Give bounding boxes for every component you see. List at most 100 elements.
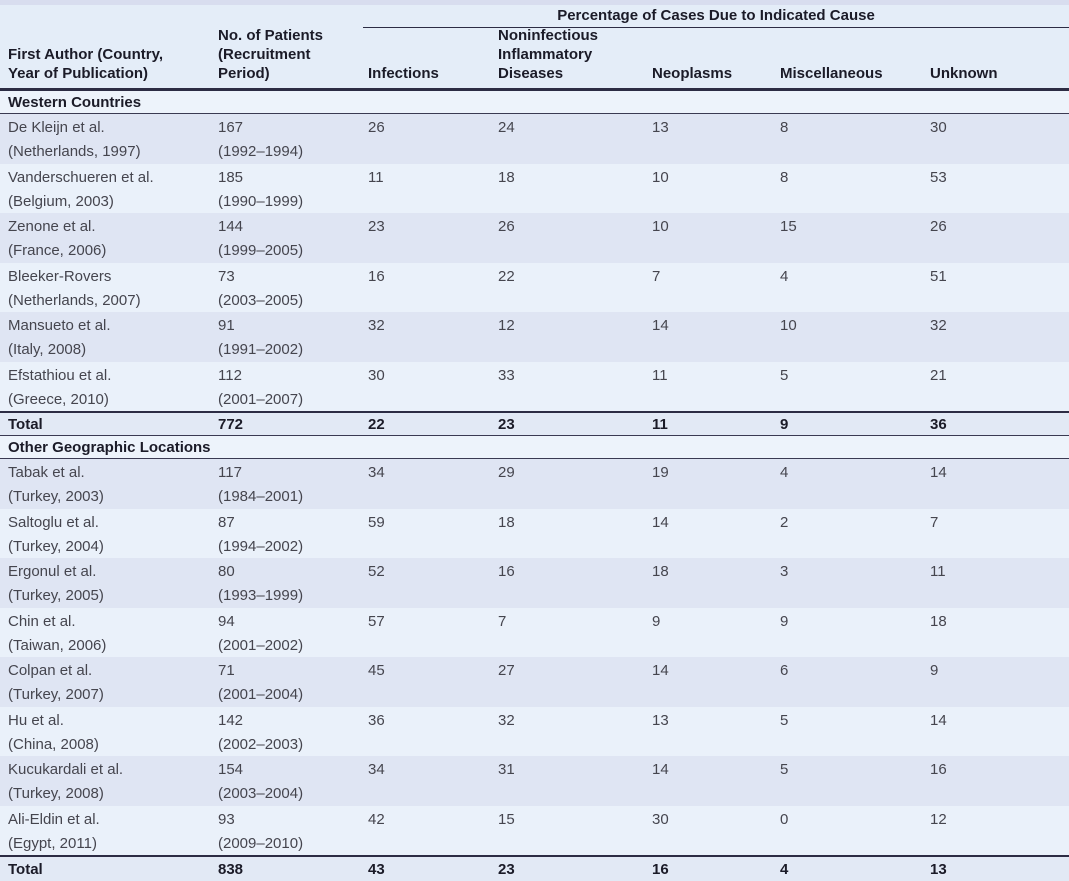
patients-cell: 94 (2001–2002) bbox=[218, 608, 368, 658]
miscellaneous-cell: 9 bbox=[780, 612, 789, 630]
unknown-cell: 18 bbox=[930, 612, 947, 630]
study-row: Vanderschueren et al. (Belgium, 2003) 185 (… bbox=[0, 163, 1069, 214]
neoplasms-cell: 14 bbox=[652, 317, 669, 334]
miscellaneous-cell: 15 bbox=[780, 218, 797, 235]
neoplasms-cell: 16 bbox=[652, 860, 669, 878]
infections-cell: 59 bbox=[368, 513, 385, 531]
spanning-column-header: Percentage of Cases Due to Indicated Cau… bbox=[363, 7, 1069, 28]
noninfectious-cell: 26 bbox=[498, 218, 515, 235]
patients-count: 91 bbox=[218, 317, 235, 334]
col-header-noninfectious: Noninfectious Inflammatory Diseases bbox=[498, 27, 598, 82]
patients-cell: 71 (2001–2004) bbox=[218, 657, 368, 707]
infections-cell: 57 bbox=[368, 612, 385, 630]
neoplasms-cell: 9 bbox=[652, 612, 661, 630]
author-cell: Mansueto et al. (Italy, 2008) bbox=[0, 312, 218, 362]
author-location: (France, 2006) bbox=[8, 242, 107, 259]
unknown-cell: 30 bbox=[930, 119, 947, 136]
miscellaneous-cell: 2 bbox=[780, 513, 789, 531]
patients-count: 80 bbox=[218, 563, 235, 580]
author-location: (Taiwan, 2006) bbox=[8, 636, 107, 654]
infections-cell: 23 bbox=[368, 218, 385, 235]
noninfectious-cell: 16 bbox=[498, 563, 515, 580]
neoplasms-cell: 10 bbox=[652, 168, 669, 186]
unknown-cell: 11 bbox=[930, 563, 946, 580]
recruitment-period: (1984–2001) bbox=[218, 488, 304, 505]
author-cell: Chin et al. (Taiwan, 2006) bbox=[0, 608, 218, 658]
miscellaneous-cell: 3 bbox=[780, 563, 789, 580]
noninfectious-cell: 24 bbox=[498, 119, 515, 136]
patients-cell: 154 (2003–2004) bbox=[218, 756, 368, 806]
table-top-rule bbox=[0, 0, 1069, 5]
neoplasms-cell: 14 bbox=[652, 761, 669, 778]
recruitment-period: (2003–2004) bbox=[218, 785, 304, 802]
author-location: (Netherlands, 1997) bbox=[8, 143, 141, 160]
infections-cell: 42 bbox=[368, 810, 385, 828]
author-cell: Vanderschueren et al. (Belgium, 2003) bbox=[0, 164, 218, 214]
neoplasms-cell: 11 bbox=[652, 415, 668, 433]
neoplasms-cell: 14 bbox=[652, 662, 669, 679]
author-cell: Kucukardali et al. (Turkey, 2008) bbox=[0, 756, 218, 806]
col-header-patients: No. of Patients (Recruitment Period) bbox=[218, 27, 324, 82]
author-location: (Italy, 2008) bbox=[8, 341, 87, 358]
neoplasms-cell: 19 bbox=[652, 464, 669, 481]
miscellaneous-cell: 4 bbox=[780, 860, 789, 878]
col-header-unknown: Unknown bbox=[930, 65, 998, 82]
patients-cell: 87 (1994–2002) bbox=[218, 509, 368, 559]
author-cell: Hu et al. (China, 2008) bbox=[0, 707, 218, 757]
patients-count: 87 bbox=[218, 513, 235, 531]
noninfectious-cell: 23 bbox=[498, 860, 515, 878]
neoplasms-cell: 7 bbox=[652, 267, 661, 285]
patients-cell: 80 (1993–1999) bbox=[218, 558, 368, 608]
noninfectious-cell: 29 bbox=[498, 464, 515, 481]
infections-cell: 16 bbox=[368, 267, 385, 285]
infections-cell: 45 bbox=[368, 662, 385, 679]
unknown-cell: 36 bbox=[930, 415, 947, 433]
miscellaneous-cell: 5 bbox=[780, 366, 789, 384]
author-cell: Ali-Eldin et al. (Egypt, 2011) bbox=[0, 806, 218, 856]
neoplasms-cell: 10 bbox=[652, 218, 669, 235]
patients-count: 142 bbox=[218, 711, 244, 729]
col-header-neoplasms: Neoplasms bbox=[652, 65, 733, 82]
infections-cell: 22 bbox=[368, 415, 385, 433]
miscellaneous-cell: 5 bbox=[780, 711, 789, 729]
study-row: Mansueto et al. (Italy, 2008) 91 (1991–2002… bbox=[0, 312, 1069, 362]
author-cell: Tabak et al. (Turkey, 2003) bbox=[0, 459, 218, 509]
infections-cell: 36 bbox=[368, 711, 385, 729]
author-cell: Ergonul et al. (Turkey, 2005) bbox=[0, 558, 218, 608]
study-row: Saltoglu et al. (Turkey, 2004) 87 (1994–200… bbox=[0, 508, 1069, 559]
miscellaneous-cell: 4 bbox=[780, 267, 789, 285]
neoplasms-cell: 30 bbox=[652, 810, 669, 828]
study-row: Ergonul et al. (Turkey, 2005) 80 (1993–1999… bbox=[0, 558, 1069, 608]
section-header: Western Countries bbox=[0, 91, 1069, 114]
author-name: Ali-Eldin et al. bbox=[8, 810, 100, 828]
patients-cell: 73 (2003–2005) bbox=[218, 263, 368, 313]
recruitment-period: (1991–2002) bbox=[218, 341, 304, 358]
author-cell: De Kleijn et al. (Netherlands, 1997) bbox=[0, 114, 218, 164]
author-location: (China, 2008) bbox=[8, 735, 99, 753]
infections-cell: 34 bbox=[368, 464, 385, 481]
patients-cell: 117 (1984–2001) bbox=[218, 459, 368, 509]
neoplasms-cell: 11 bbox=[652, 366, 668, 384]
author-name: Tabak et al. bbox=[8, 464, 85, 481]
author-cell: Zenone et al. (France, 2006) bbox=[0, 213, 218, 263]
unknown-cell: 51 bbox=[930, 267, 947, 285]
neoplasms-cell: 14 bbox=[652, 513, 669, 531]
col-header-first-author: First Author (Country, Year of Publicati… bbox=[8, 46, 163, 82]
recruitment-period: (2001–2002) bbox=[218, 636, 304, 654]
unknown-cell: 21 bbox=[930, 366, 947, 384]
study-row: Colpan et al. (Turkey, 2007) 71 (2001–2004)… bbox=[0, 657, 1069, 707]
study-row: Chin et al. (Taiwan, 2006) 94 (2001–2002) 57… bbox=[0, 607, 1069, 658]
unknown-cell: 53 bbox=[930, 168, 947, 186]
recruitment-period: (2001–2004) bbox=[218, 686, 304, 703]
patients-cell: 185 (1990–1999) bbox=[218, 164, 368, 214]
infections-cell: 43 bbox=[368, 860, 385, 878]
author-cell: Colpan et al. (Turkey, 2007) bbox=[0, 657, 218, 707]
patients-count: 167 bbox=[218, 119, 244, 136]
recruitment-period: (1990–1999) bbox=[218, 192, 304, 210]
neoplasms-cell: 13 bbox=[652, 119, 669, 136]
miscellaneous-cell: 8 bbox=[780, 168, 789, 186]
patients-cell: 144 (1999–2005) bbox=[218, 213, 368, 263]
unknown-cell: 14 bbox=[930, 464, 947, 481]
study-row: Efstathiou et al. (Greece, 2010) 112 (2001–… bbox=[0, 361, 1069, 411]
